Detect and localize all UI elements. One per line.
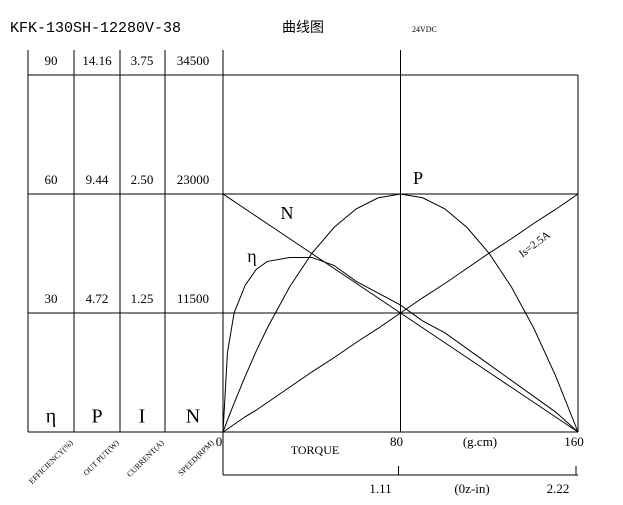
chart-title: KFK-130SH-12280V-38 <box>10 20 181 37</box>
annotation: 24VDC <box>412 25 437 34</box>
x2-tick-label: 1.11 <box>369 481 391 496</box>
y-tick-label: 60 <box>45 172 58 187</box>
y-tick-label: 14.16 <box>82 53 112 68</box>
series-label: N <box>281 203 294 223</box>
axis-label: EFFICIENCY(%) <box>27 438 75 486</box>
x-tick-label: 160 <box>564 434 584 449</box>
y-tick-label: 11500 <box>177 291 209 306</box>
x-axis-label: TORQUE <box>291 443 339 457</box>
y-tick-label: 2.50 <box>131 172 154 187</box>
series-line <box>222 193 579 433</box>
y-tick-label: 9.44 <box>86 172 109 187</box>
chart-subtitle: 曲线图 <box>282 20 324 36</box>
axis-label: CURRENT(A) <box>125 438 166 479</box>
y-tick-label: 1.25 <box>131 291 154 306</box>
series-line <box>222 256 579 433</box>
axis-symbol: P <box>91 406 102 428</box>
x-tick-label: 80 <box>390 434 403 449</box>
y-tick-label: 4.72 <box>86 291 109 306</box>
axis-symbol: N <box>186 406 200 428</box>
y-tick-label: 90 <box>45 53 58 68</box>
axis-symbol: I <box>139 406 146 428</box>
y-tick-label: 30 <box>45 291 58 306</box>
y-tick-label: 23000 <box>177 172 210 187</box>
series-line <box>222 193 579 433</box>
series-line <box>222 193 579 433</box>
x-tick-label: 0 <box>216 434 223 449</box>
y-tick-label: 34500 <box>177 53 210 68</box>
x2-unit: (0z-in) <box>454 481 489 496</box>
axis-label: SPEED(RPM) <box>176 438 216 478</box>
series-label: P <box>413 168 423 188</box>
axis-symbol: η <box>46 406 56 428</box>
y-tick-label: 3.75 <box>131 53 154 68</box>
series-label: η <box>247 246 256 266</box>
series-label: Is=2.5A <box>517 229 553 260</box>
x-unit: (g.cm) <box>463 434 497 449</box>
axis-label: OUT PUT(W) <box>82 438 121 477</box>
x2-tick-label: 2.22 <box>547 481 570 496</box>
